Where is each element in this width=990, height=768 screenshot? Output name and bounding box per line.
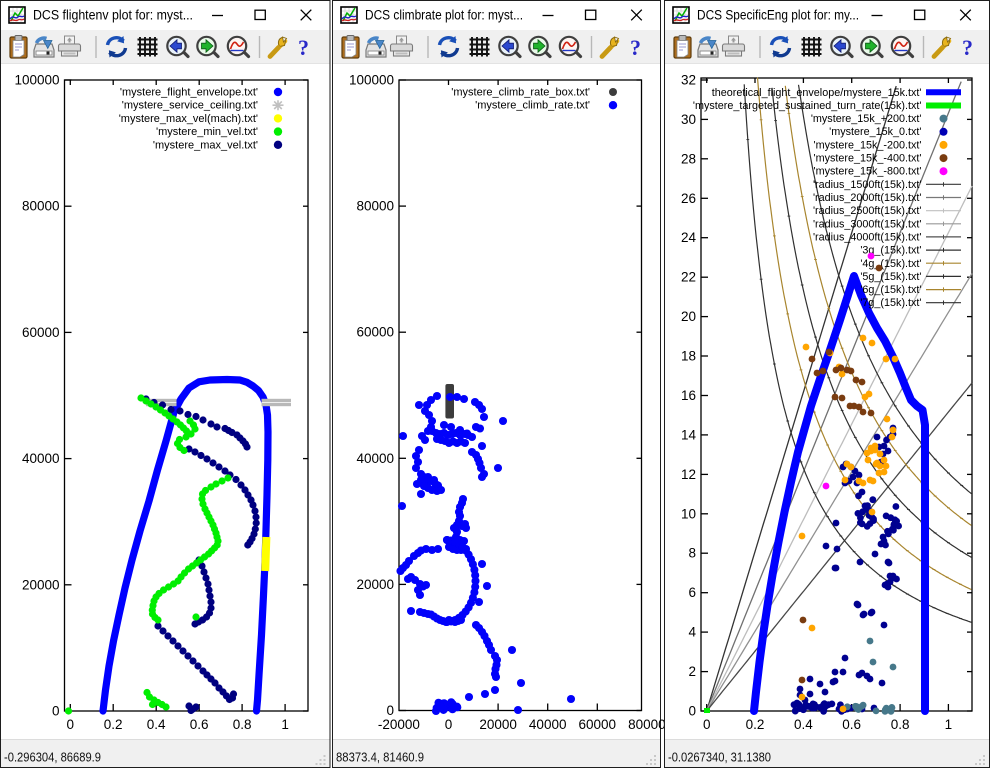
svg-text:0.2: 0.2 <box>104 717 123 732</box>
svg-text:'mystere_15k_0.txt': 'mystere_15k_0.txt' <box>829 126 921 138</box>
svg-text:'radius_2500ft(15k).txt': 'radius_2500ft(15k).txt' <box>813 205 922 217</box>
svg-text:60000: 60000 <box>22 325 60 340</box>
svg-text:6: 6 <box>688 585 696 600</box>
svg-text:-0.0267340, 31.1380: -0.0267340, 31.1380 <box>668 750 771 764</box>
svg-text:4: 4 <box>688 625 696 640</box>
svg-text:16: 16 <box>681 388 696 403</box>
svg-text:'4g_(15k).txt': '4g_(15k).txt' <box>860 258 921 270</box>
svg-text:'radius_3000ft(15k).txt': 'radius_3000ft(15k).txt' <box>813 218 922 230</box>
svg-text:0: 0 <box>52 704 60 719</box>
svg-text:1: 1 <box>945 717 953 732</box>
svg-text:20: 20 <box>681 309 696 324</box>
svg-text:'mystere_targeted_sustained_tu: 'mystere_targeted_sustained_turn_rate(15… <box>693 100 922 112</box>
svg-text:80000: 80000 <box>356 199 394 214</box>
svg-text:0.8: 0.8 <box>891 717 910 732</box>
svg-text:'radius_1500ft(15k).txt': 'radius_1500ft(15k).txt' <box>813 179 922 191</box>
svg-text:80000: 80000 <box>628 717 666 732</box>
svg-text:'mystere_15k_-400.txt': 'mystere_15k_-400.txt' <box>814 153 922 165</box>
svg-text:'6g_(15k).txt': '6g_(15k).txt' <box>860 284 921 296</box>
svg-text:32: 32 <box>681 73 696 88</box>
svg-text:88373.4, 81460.9: 88373.4, 81460.9 <box>336 750 424 764</box>
svg-text:0.6: 0.6 <box>190 717 209 732</box>
svg-text:0.6: 0.6 <box>842 717 861 732</box>
svg-text:'mystere_15k_-800.txt': 'mystere_15k_-800.txt' <box>814 166 922 178</box>
svg-text:-20000: -20000 <box>378 717 420 732</box>
svg-text:'3g_(15k).txt': '3g_(15k).txt' <box>860 245 921 257</box>
svg-text:18: 18 <box>681 349 696 364</box>
svg-text:60000: 60000 <box>579 717 617 732</box>
svg-text:'mystere_service_ceiling.txt': 'mystere_service_ceiling.txt' <box>122 100 258 112</box>
svg-text:12: 12 <box>681 467 696 482</box>
svg-text:100000: 100000 <box>349 73 394 88</box>
svg-text:80000: 80000 <box>22 199 60 214</box>
svg-text:'mystere_climb_rate.txt': 'mystere_climb_rate.txt' <box>475 100 590 112</box>
svg-text:20000: 20000 <box>479 717 517 732</box>
svg-text:'5g_(15k).txt': '5g_(15k).txt' <box>860 271 921 283</box>
svg-text:26: 26 <box>681 191 696 206</box>
svg-text:-0.296304, 86689.9: -0.296304, 86689.9 <box>4 750 101 764</box>
svg-text:0.2: 0.2 <box>746 717 765 732</box>
svg-text:22: 22 <box>681 270 696 285</box>
svg-text:0: 0 <box>445 717 453 732</box>
svg-text:8: 8 <box>688 546 696 561</box>
svg-text:28: 28 <box>681 151 696 166</box>
svg-text:'radius_2000ft(15k).txt': 'radius_2000ft(15k).txt' <box>813 192 922 204</box>
svg-text:40000: 40000 <box>22 451 60 466</box>
svg-text:0: 0 <box>386 703 394 718</box>
svg-text:DCS climbrate plot for: myst..: DCS climbrate plot for: myst... <box>365 7 523 22</box>
svg-text:0.4: 0.4 <box>147 717 166 732</box>
svg-text:0: 0 <box>67 717 75 732</box>
svg-text:'mystere_max_vel(mach).txt': 'mystere_max_vel(mach).txt' <box>119 113 258 125</box>
svg-text:'mystere_15k_+200.txt': 'mystere_15k_+200.txt' <box>811 113 922 125</box>
svg-text:'7g_(15k).txt': '7g_(15k).txt' <box>860 297 921 309</box>
svg-text:60000: 60000 <box>356 325 394 340</box>
svg-text:'mystere_min_vel.txt': 'mystere_min_vel.txt' <box>156 126 258 138</box>
svg-text:DCS SpecificEng plot for: my..: DCS SpecificEng plot for: my... <box>697 7 859 22</box>
svg-text:24: 24 <box>681 230 697 245</box>
svg-text:'radius_4000ft(15k).txt': 'radius_4000ft(15k).txt' <box>813 231 922 243</box>
svg-text:1: 1 <box>281 717 289 732</box>
svg-text:40000: 40000 <box>356 451 394 466</box>
svg-text:20000: 20000 <box>22 577 60 592</box>
svg-text:'mystere_climb_rate_box.txt': 'mystere_climb_rate_box.txt' <box>451 87 590 99</box>
svg-text:2: 2 <box>688 664 696 679</box>
svg-text:0.4: 0.4 <box>794 717 813 732</box>
svg-text:0: 0 <box>688 704 696 719</box>
svg-text:14: 14 <box>681 427 697 442</box>
svg-text:10: 10 <box>681 506 696 521</box>
svg-text:0: 0 <box>703 717 711 732</box>
svg-text:'mystere_flight_envelope.txt': 'mystere_flight_envelope.txt' <box>120 87 258 99</box>
svg-text:DCS flightenv plot for: myst..: DCS flightenv plot for: myst... <box>33 7 193 22</box>
svg-text:40000: 40000 <box>529 717 567 732</box>
svg-text:30: 30 <box>681 112 696 127</box>
svg-text:theoretical_flight_envelope/my: theoretical_flight_envelope/mystere_15k.… <box>712 87 922 99</box>
svg-text:20000: 20000 <box>356 577 394 592</box>
svg-text:100000: 100000 <box>14 73 59 88</box>
svg-text:'mystere_15k_-200.txt': 'mystere_15k_-200.txt' <box>814 139 922 151</box>
svg-text:0.8: 0.8 <box>233 717 252 732</box>
svg-text:'mystere_max_vel.txt': 'mystere_max_vel.txt' <box>153 139 258 151</box>
